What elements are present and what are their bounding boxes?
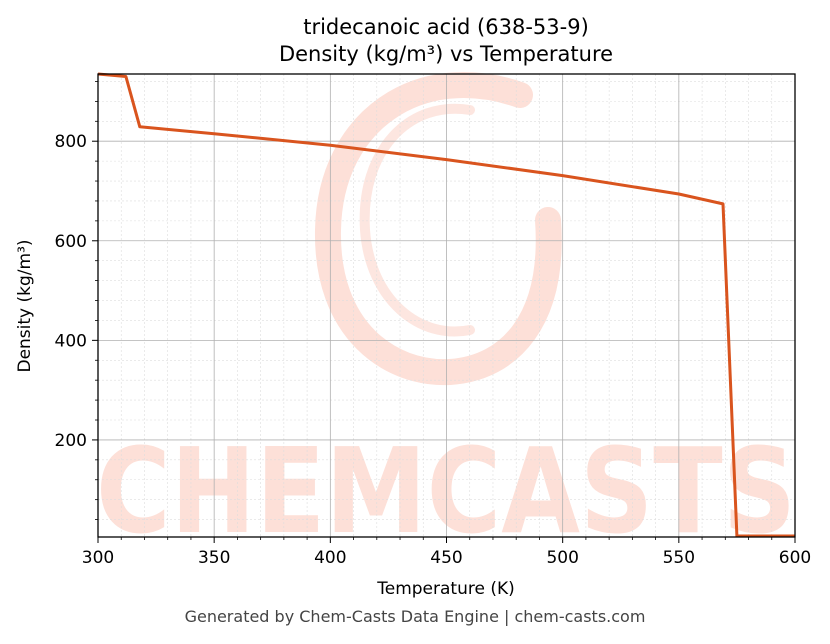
axis-ticks: 300 350 400 450 500 550 600 200 400 600 800	[55, 81, 811, 568]
grid-lines	[97, 74, 796, 537]
y-tick-label: 600	[55, 232, 87, 252]
y-tick-label: 800	[55, 132, 87, 152]
x-tick-label: 500	[546, 548, 578, 568]
density-line-0	[97, 72, 795, 538]
x-tick-label: 350	[198, 548, 230, 568]
x-tick-label: 600	[779, 548, 811, 568]
x-tick-label: 300	[82, 548, 114, 568]
x-tick-label: 400	[314, 548, 346, 568]
series-layer	[97, 72, 795, 538]
x-tick-label: 550	[663, 548, 695, 568]
x-axis-label: Temperature (K)	[376, 579, 515, 599]
chart-title: tridecanoic acid (638-53-9)	[303, 15, 589, 39]
density-chart: CHEMCASTS 300 350 400 450 500 550 600 200 400 600…	[15, 15, 811, 599]
chemcasts-watermark: CHEMCASTS	[96, 72, 796, 560]
footer-credit: Generated by Chem-Casts Data Engine | ch…	[184, 607, 646, 626]
y-axis-label: Density (kg/m³)	[15, 239, 35, 372]
chart-subtitle: Density (kg/m³) vs Temperature	[279, 42, 613, 66]
y-tick-label: 200	[55, 431, 87, 451]
x-tick-label: 450	[430, 548, 462, 568]
watermark-swirl-inner	[359, 103, 475, 337]
y-tick-label: 400	[55, 331, 87, 351]
